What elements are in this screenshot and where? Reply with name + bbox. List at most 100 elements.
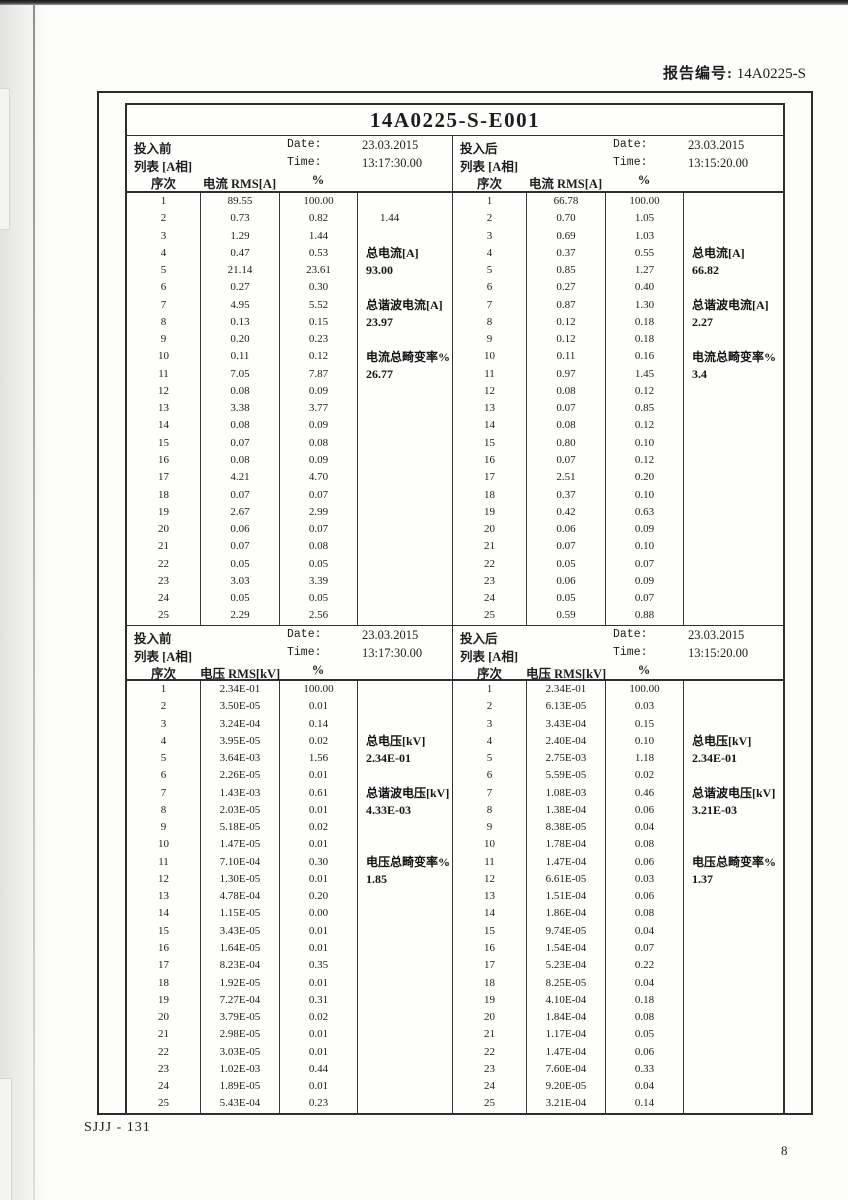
report-number-value: 14A0225-S <box>736 66 806 82</box>
cell-rms: 3.03E-05 <box>219 1045 261 1058</box>
cell-percent: 0.01 <box>308 941 329 954</box>
cell-rms: 1.89E-05 <box>219 1080 261 1093</box>
state-label: 投入前 <box>134 632 172 646</box>
cell-seq: 22 <box>484 1045 495 1058</box>
cell-rms: 1.17E-04 <box>545 1028 587 1041</box>
cell-percent: 0.53 <box>308 246 329 259</box>
cell-percent: 7.87 <box>308 367 329 380</box>
list-label: 列表 [A相] <box>460 650 518 664</box>
cell-seq: 18 <box>158 976 169 989</box>
cell-percent: 0.07 <box>634 592 655 605</box>
cell-percent: 0.85 <box>634 402 655 415</box>
cell-rms: 6.61E-05 <box>545 872 587 885</box>
cell-seq: 23 <box>158 574 169 587</box>
cell-seq: 7 <box>486 786 493 799</box>
side-annotation: 总电流[A] <box>366 245 419 260</box>
cell-seq: 8 <box>160 803 167 816</box>
cell-seq: 14 <box>484 907 495 920</box>
header-after: 投入后 Date: 23.03.2015 列表 [A相] Time: 13:15… <box>452 136 783 191</box>
cell-rms: 1.51E-04 <box>545 890 587 903</box>
cell-rms: 3.50E-05 <box>219 700 261 713</box>
cell-rms: 0.08 <box>230 419 250 432</box>
side-annotation: 3.4 <box>692 366 707 381</box>
cell-seq: 20 <box>158 523 169 536</box>
time-label: Time: <box>613 646 648 659</box>
cell-rms: 1.47E-04 <box>545 855 587 868</box>
cell-rms: 2.98E-05 <box>219 1028 261 1041</box>
cell-rms: 8.23E-04 <box>219 959 261 972</box>
cell-seq: 13 <box>158 402 169 415</box>
header-before: 投入前 Date: 23.03.2015 列表 [A相] Time: 13:17… <box>127 626 452 681</box>
cell-rms: 0.37 <box>556 488 576 501</box>
side-annotation: 66.82 <box>692 263 719 278</box>
cell-percent: 0.01 <box>308 1045 329 1058</box>
cell-rms: 4.95 <box>230 298 250 311</box>
column-percent: 100.00 0.82 1.44 0.53 23.61 0.30 5.52 0.15 0.23 0… <box>279 193 357 625</box>
cell-rms: 0.59 <box>556 609 576 622</box>
cell-percent: 0.08 <box>634 907 655 920</box>
cell-percent: 0.04 <box>634 924 655 937</box>
cell-percent: 0.16 <box>634 350 655 363</box>
cell-percent: 0.18 <box>634 333 655 346</box>
cell-rms: 0.05 <box>230 592 250 605</box>
cell-seq: 19 <box>484 505 495 518</box>
cell-rms: 1.47E-05 <box>219 838 261 851</box>
cell-rms: 0.07 <box>556 453 576 466</box>
cell-percent: 0.03 <box>634 700 655 713</box>
cell-seq: 7 <box>160 298 167 311</box>
cell-seq: 22 <box>484 557 495 570</box>
cell-seq: 2 <box>160 700 167 713</box>
cell-seq: 17 <box>484 471 495 484</box>
cell-seq: 7 <box>486 298 493 311</box>
column-rms: 66.78 0.70 0.69 0.37 0.85 0.27 0.87 0.12 0.12 0.1… <box>526 193 605 625</box>
cell-percent: 1.18 <box>634 752 655 765</box>
cell-seq: 6 <box>486 281 493 294</box>
column-annotations: 1.44 总电流[A] 93.00 总谐波电流[A] 23.97 电流总畸变率% 26.77 <box>357 193 452 625</box>
cell-seq: 1 <box>486 195 493 207</box>
cell-rms: 3.43E-05 <box>219 924 261 937</box>
cell-rms: 0.08 <box>230 453 250 466</box>
side-annotation: 4.33E-03 <box>366 802 411 817</box>
cell-percent: 0.23 <box>308 333 329 346</box>
cell-percent: 0.44 <box>308 1062 329 1075</box>
cell-percent: 0.07 <box>308 488 329 501</box>
col-header-percent: % <box>637 173 651 187</box>
cell-percent: 0.30 <box>308 281 329 294</box>
cell-seq: 3 <box>160 229 167 242</box>
side-annotation: 2.27 <box>692 314 713 329</box>
cell-seq: 15 <box>484 924 495 937</box>
cell-rms: 3.38 <box>230 402 250 415</box>
cell-percent: 0.06 <box>634 890 655 903</box>
cell-percent: 0.08 <box>634 1011 655 1024</box>
cell-rms: 2.03E-05 <box>219 803 261 816</box>
cell-rms: 3.21E-04 <box>545 1097 587 1110</box>
cell-rms: 89.55 <box>227 195 253 207</box>
cell-seq: 17 <box>484 959 495 972</box>
form-number: SJJJ - 131 <box>84 1120 151 1135</box>
cell-seq: 18 <box>484 488 495 501</box>
cell-percent: 23.61 <box>306 264 331 277</box>
cell-percent: 0.05 <box>634 1028 655 1041</box>
cell-rms: 0.27 <box>556 281 576 294</box>
scan-artifact <box>0 1078 12 1200</box>
cell-rms: 1.30E-05 <box>219 872 261 885</box>
cell-rms: 0.07 <box>230 540 250 553</box>
cell-percent: 0.12 <box>634 384 655 397</box>
cell-rms: 66.78 <box>553 195 579 207</box>
cell-percent: 0.88 <box>634 609 655 622</box>
cell-percent: 1.45 <box>634 367 655 380</box>
cell-seq: 19 <box>484 993 495 1006</box>
cell-percent: 0.82 <box>308 212 329 225</box>
cell-seq: 10 <box>484 838 495 851</box>
col-header-seq: 序次 <box>476 177 502 191</box>
cell-percent: 0.63 <box>634 505 655 518</box>
cell-percent: 0.30 <box>308 855 329 868</box>
cell-rms: 9.20E-05 <box>545 1080 587 1093</box>
cell-rms: 0.20 <box>230 333 250 346</box>
date-value: 23.03.2015 <box>688 138 745 152</box>
cell-percent: 1.30 <box>634 298 655 311</box>
col-header-rms: 电流 RMS[A] <box>528 177 603 191</box>
cell-rms: 1.78E-04 <box>545 838 587 851</box>
scan-artifact <box>0 88 10 230</box>
cell-percent: 0.06 <box>634 803 655 816</box>
